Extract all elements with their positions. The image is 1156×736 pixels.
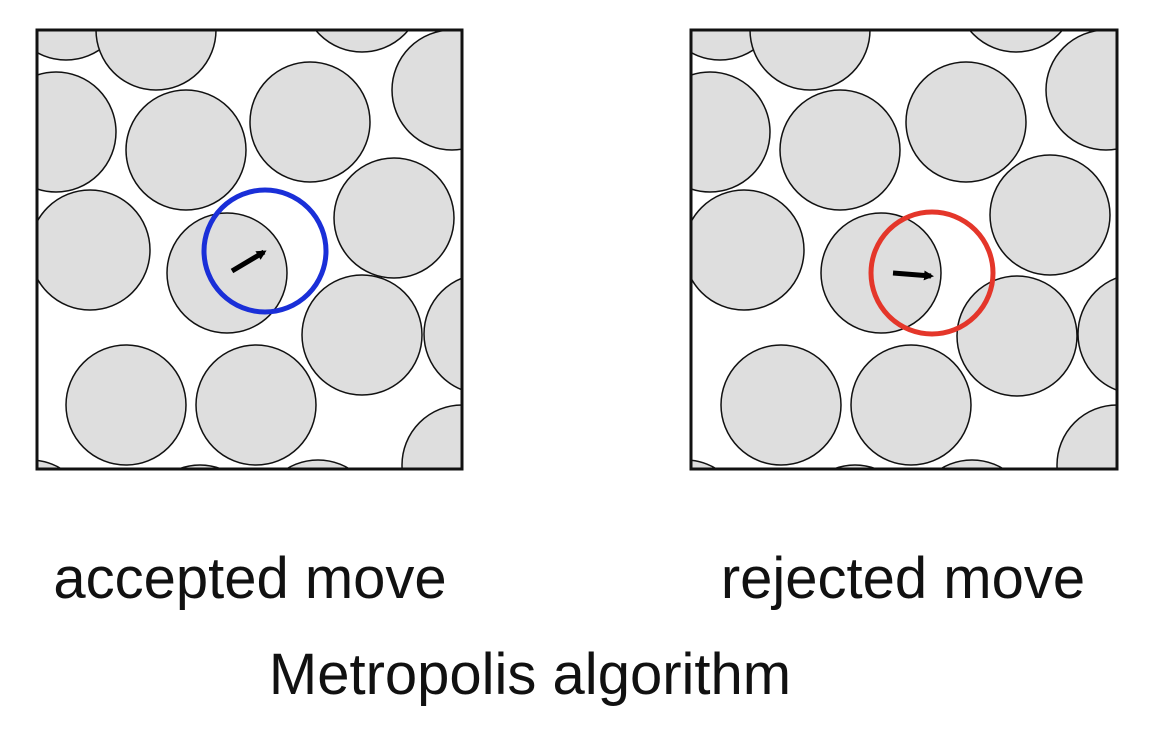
particle-disk — [905, 61, 1027, 183]
particle-disk — [720, 344, 842, 466]
particle-disk — [249, 61, 371, 183]
particle-disk — [850, 344, 972, 466]
panel-accepted: accepted move — [35, 28, 464, 611]
particle-disk — [691, 459, 718, 469]
particle-disk — [125, 89, 247, 211]
trial-position-circle-rejected — [868, 209, 996, 337]
particle-disk — [333, 157, 455, 279]
particle-disk — [939, 459, 1005, 469]
particle-disk — [37, 459, 63, 469]
particle-disk — [285, 459, 351, 469]
move-arrow-icon — [892, 270, 934, 281]
trial-position-circle-accepted — [201, 187, 329, 315]
particle-disk — [401, 404, 462, 469]
particle-disk — [779, 89, 901, 211]
particle-disks-right — [691, 30, 1117, 469]
particle-disk — [1045, 30, 1117, 151]
particle-disk — [166, 212, 288, 334]
figure-title: Metropolis algorithm — [269, 642, 791, 707]
particle-disk — [301, 274, 423, 396]
simulation-box-left — [35, 28, 464, 471]
particle-disk — [95, 30, 217, 91]
particle-disk — [423, 277, 462, 391]
simulation-box-right — [689, 28, 1119, 471]
caption-rejected: rejected move — [721, 546, 1085, 611]
particle-disk — [989, 154, 1111, 276]
caption-accepted: accepted move — [53, 546, 446, 611]
particle-disk — [749, 30, 871, 91]
particle-disk — [968, 30, 1064, 53]
particle-disk — [391, 30, 462, 151]
move-arrow-icon — [230, 249, 267, 274]
panel-rejected: rejected move — [689, 28, 1119, 611]
particle-disk — [691, 189, 805, 311]
particle-disk — [37, 71, 117, 193]
particle-disk — [1056, 404, 1117, 469]
particle-disk — [314, 30, 410, 53]
particle-disk — [65, 344, 187, 466]
particle-disk — [820, 212, 942, 334]
particle-disk — [691, 71, 771, 193]
particle-disk — [1077, 277, 1117, 391]
particle-disk — [956, 275, 1078, 397]
particle-disk — [37, 189, 151, 311]
particle-disks-left — [37, 30, 462, 469]
particle-disk — [195, 344, 317, 466]
